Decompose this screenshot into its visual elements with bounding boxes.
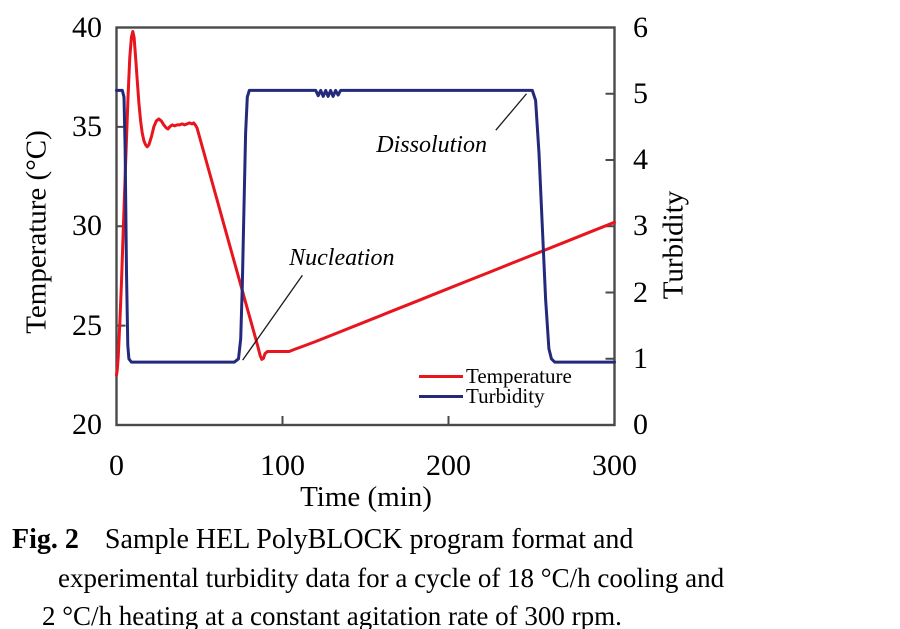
caption-line-3: 2 °C/h heating at a constant agitation r… (42, 601, 622, 629)
y-tick-label-left: 35 (72, 109, 102, 143)
caption-line-1: Fig. 2 Sample HEL PolyBLOCK program forma… (12, 524, 892, 556)
y-tick-label-left: 25 (72, 308, 102, 342)
x-tick-label: 100 (260, 449, 305, 482)
legend-item-turbidity: Turbidity (419, 384, 572, 408)
chart-canvas (115, 26, 616, 427)
series-line-turbidity (115, 88, 616, 364)
x-tick-label: 0 (109, 449, 124, 482)
series-line-temperature (115, 30, 616, 377)
x-axis-title: Time (min) (300, 481, 432, 513)
annotation-leader-nucleation (242, 274, 303, 361)
x-tick-label: 300 (592, 449, 637, 482)
caption-text-1: Sample HEL PolyBLOCK program format and (104, 524, 634, 555)
caption-line-2: experimental turbidity data for a cycle … (58, 563, 725, 593)
legend-label-turbidity: Turbidity (466, 384, 545, 408)
y-tick-label-right: 4 (633, 143, 648, 176)
figure-number: Fig. 2 (12, 524, 79, 555)
y-tick-label-right: 6 (633, 10, 648, 44)
figure-caption: Fig. 2 Sample HEL PolyBLOCK program forma… (12, 524, 892, 629)
legend-item-temperature: Temperature (419, 364, 572, 388)
y-tick-label-right: 2 (633, 275, 648, 309)
y-tick-label-left: 40 (72, 10, 102, 44)
legend-line-temperature-icon (419, 374, 463, 378)
y-tick-label-right: 1 (633, 341, 648, 375)
legend: Temperature Turbidity (419, 364, 572, 408)
annotation-leader-dissolution (495, 93, 528, 131)
y-axis-title-right: Turbidity (657, 190, 690, 300)
annotation-nucleation: Nucleation (289, 244, 395, 271)
y-tick-label-right: 0 (633, 408, 648, 441)
x-tick-label: 200 (426, 449, 471, 482)
y-tick-label-left: 30 (72, 209, 102, 243)
y-axis-title-left: Temperature (°C) (20, 130, 53, 334)
legend-label-temperature: Temperature (466, 364, 572, 388)
y-tick-label-right: 3 (633, 209, 648, 243)
y-tick-label-right: 5 (633, 76, 648, 110)
y-tick-label-left: 20 (72, 408, 102, 441)
annotation-dissolution: Dissolution (376, 132, 487, 159)
legend-line-turbidity-icon (419, 394, 463, 398)
chart: 0 100 200 300 20 25 30 35 40 0 1 2 3 4 5 6 Temperature … (20, 10, 690, 514)
